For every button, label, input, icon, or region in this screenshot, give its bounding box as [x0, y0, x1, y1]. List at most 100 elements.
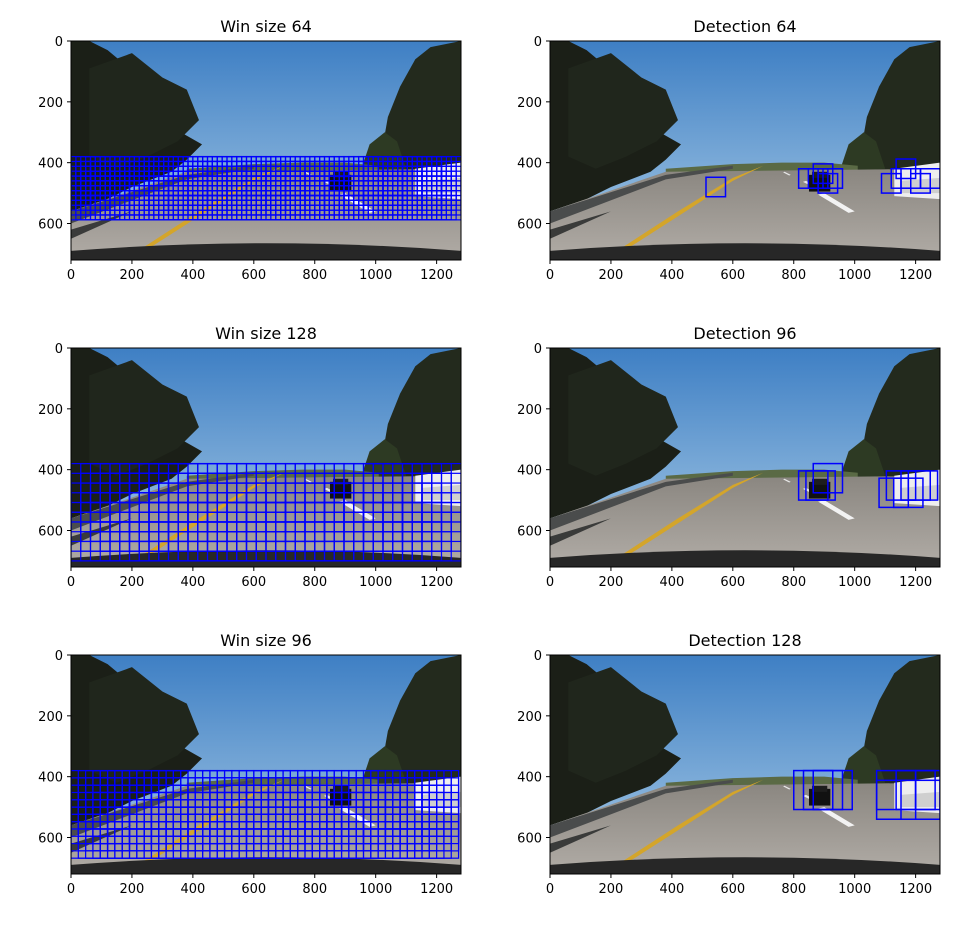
y-tick-label: 600	[38, 832, 63, 847]
subplot-6: Detection 128 0 200 400 600 800 1000 1200 0 200 40…	[517, 631, 941, 897]
x-tick-label: 1000	[838, 268, 871, 283]
y-tick-label: 600	[38, 218, 63, 233]
x-tick-label: 1200	[899, 268, 932, 283]
x-tick-label: 600	[241, 268, 266, 283]
axes-frame	[70, 347, 462, 568]
subplot-4: Detection 96 0 200 400 600 800 1000 1200 0 200 400…	[517, 324, 941, 590]
y-tick-label: 200	[38, 403, 63, 418]
y-tick-label: 400	[38, 771, 63, 786]
subplot-2: Detection 64 0 200 400 600 800 1000 1200 0 200 400…	[517, 17, 941, 283]
road-image	[550, 348, 940, 567]
x-tick-label: 600	[241, 882, 266, 897]
x-tick-label: 1000	[359, 575, 392, 590]
y-tick-label: 200	[517, 96, 542, 111]
road-image	[550, 655, 940, 874]
window-box	[812, 462, 844, 494]
x-tick-label: 800	[781, 268, 806, 283]
window-box	[822, 168, 844, 189]
x-tick-label: 200	[120, 882, 145, 897]
x-tick-label: 200	[599, 268, 624, 283]
x-tick-label: 0	[67, 268, 75, 283]
axes-frame	[70, 40, 462, 261]
window-box	[817, 172, 839, 194]
x-tick-label: 1000	[838, 882, 871, 897]
x-tick-label: 1200	[899, 882, 932, 897]
window-box	[705, 176, 727, 198]
y-tick-label: 400	[517, 157, 542, 172]
x-tick-label: 0	[67, 882, 75, 897]
y-tick-label: 600	[517, 832, 542, 847]
window-box	[428, 828, 460, 859]
x-tick-label: 1000	[359, 882, 392, 897]
x-tick-label: 1200	[899, 575, 932, 590]
y-tick-label: 200	[38, 96, 63, 111]
box-group	[71, 769, 460, 859]
road-image	[550, 41, 940, 260]
road-image	[71, 348, 461, 567]
subplot-5: Win size 96 0 200 400 600 800 1000 1200 0 200 400 6…	[38, 631, 462, 897]
subplot-title: Detection 128	[688, 631, 801, 650]
x-tick-label: 400	[659, 268, 684, 283]
x-tick-label: 800	[781, 882, 806, 897]
window-box	[907, 470, 939, 501]
window-box	[421, 521, 461, 562]
x-tick-label: 400	[659, 575, 684, 590]
x-tick-label: 200	[599, 575, 624, 590]
window-box	[919, 168, 940, 189]
window-box	[440, 199, 461, 221]
subplot-3: Win size 128 0 200 400 600 800 1000 1200 0 200 400…	[38, 324, 462, 590]
x-tick-label: 200	[599, 882, 624, 897]
window-box	[805, 470, 836, 501]
x-tick-label: 0	[546, 882, 554, 897]
x-tick-label: 200	[120, 575, 145, 590]
y-tick-label: 600	[517, 218, 542, 233]
axes-frame	[549, 654, 941, 875]
y-tick-label: 0	[55, 35, 63, 50]
subplot-title: Win size 96	[220, 631, 312, 650]
x-tick-label: 1200	[420, 575, 453, 590]
road-image	[71, 41, 461, 260]
y-tick-label: 400	[38, 157, 63, 172]
axes-frame	[549, 40, 941, 261]
subplot-title: Win size 128	[215, 324, 317, 343]
y-tick-label: 0	[55, 342, 63, 357]
y-tick-label: 0	[534, 35, 542, 50]
y-tick-label: 400	[38, 464, 63, 479]
y-tick-label: 200	[38, 710, 63, 725]
box-group	[71, 462, 461, 562]
x-tick-label: 0	[546, 268, 554, 283]
x-tick-label: 600	[720, 268, 745, 283]
box-group	[793, 769, 940, 820]
x-tick-label: 1200	[420, 268, 453, 283]
window-box	[812, 769, 853, 811]
subplot-title: Detection 96	[693, 324, 796, 343]
x-tick-label: 400	[659, 882, 684, 897]
subplot-1: Win size 64 0 200 400 600 800 1000 1200 0 200 400 6…	[38, 17, 462, 283]
subplot-title: Win size 64	[220, 17, 312, 36]
box-group	[797, 462, 939, 509]
axes-frame	[70, 654, 462, 875]
x-tick-label: 400	[180, 882, 205, 897]
box-group	[71, 155, 461, 221]
road-image	[71, 655, 461, 874]
x-tick-label: 200	[120, 268, 145, 283]
x-tick-label: 0	[67, 575, 75, 590]
x-tick-label: 800	[302, 575, 327, 590]
x-tick-label: 400	[180, 268, 205, 283]
box-group	[705, 158, 940, 198]
y-tick-label: 200	[517, 403, 542, 418]
window-box	[914, 769, 940, 811]
x-tick-label: 400	[180, 575, 205, 590]
subplot-title: Detection 64	[693, 17, 796, 36]
x-tick-label: 1000	[359, 268, 392, 283]
y-tick-label: 0	[55, 649, 63, 664]
x-tick-label: 600	[720, 575, 745, 590]
x-tick-label: 1200	[420, 882, 453, 897]
y-tick-label: 0	[534, 649, 542, 664]
axes-frame	[549, 347, 941, 568]
window-box	[900, 779, 940, 820]
y-tick-label: 400	[517, 771, 542, 786]
x-tick-label: 1000	[838, 575, 871, 590]
x-tick-label: 0	[546, 575, 554, 590]
